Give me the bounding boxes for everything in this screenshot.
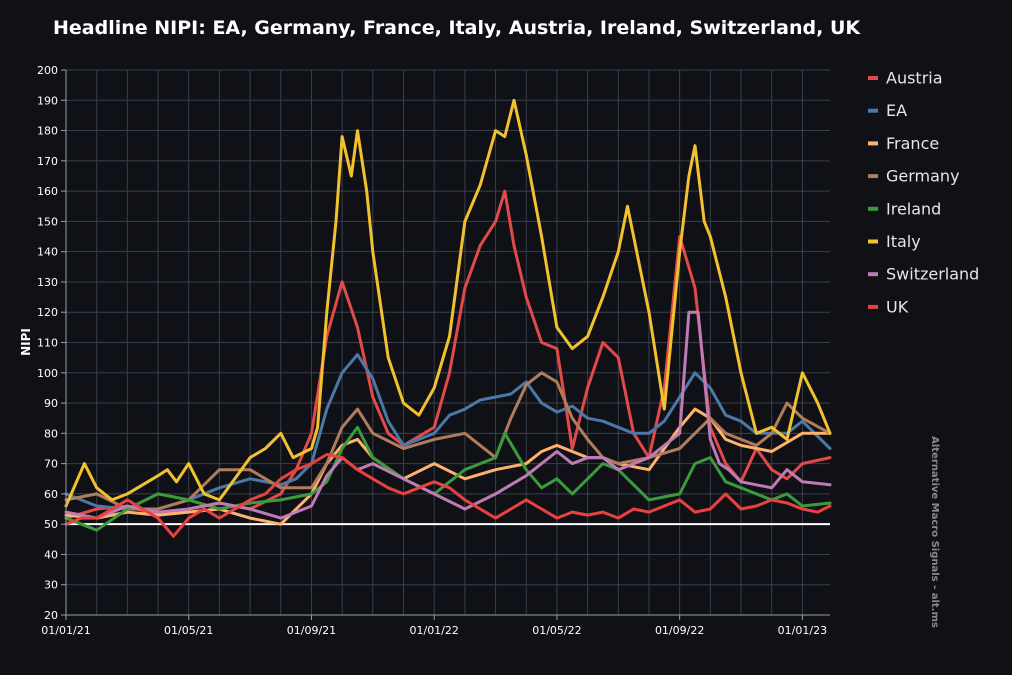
legend-label-germany: Germany — [886, 167, 960, 186]
y-tick-label-60: 60 — [44, 488, 58, 501]
x-tick-label-20: 01/09/22 — [655, 624, 704, 637]
y-tick-label-20: 20 — [44, 609, 58, 622]
legend-label-italy: Italy — [886, 232, 921, 251]
legend-label-ea: EA — [886, 101, 907, 120]
x-tick-label-8: 01/09/21 — [287, 624, 336, 637]
x-tick-label-0: 01/01/21 — [41, 624, 90, 637]
y-tick-label-140: 140 — [37, 246, 58, 259]
legend-label-france: France — [886, 134, 939, 153]
legend-label-switzerland: Switzerland — [886, 265, 979, 284]
y-tick-label-110: 110 — [37, 337, 58, 350]
series-line-uk — [64, 453, 832, 538]
y-tick-labels: 20 30 40 50 60 70 80 90 100 110 120 130 140 150 160 170… — [37, 64, 66, 622]
y-tick-label-200: 200 — [37, 64, 58, 77]
y-axis-label: NIPI — [19, 328, 33, 356]
y-tick-label-170: 170 — [37, 155, 58, 168]
series-line-france — [64, 407, 832, 526]
y-tick-label-50: 50 — [44, 518, 58, 531]
y-tick-label-80: 80 — [44, 427, 58, 440]
y-tick-label-120: 120 — [37, 306, 58, 319]
series-line-germany — [64, 371, 832, 511]
series-line-switzerland — [64, 310, 832, 520]
y-tick-label-40: 40 — [44, 548, 58, 561]
y-tick-label-130: 130 — [37, 276, 58, 289]
y-tick-label-150: 150 — [37, 215, 58, 228]
legend-label-uk: UK — [886, 297, 909, 316]
series-lines — [64, 98, 832, 538]
x-tick-label-12: 01/01/22 — [409, 624, 458, 637]
legend: Austria EA France Germany Ireland Italy Switze… — [868, 69, 979, 316]
y-tick-label-180: 180 — [37, 125, 58, 138]
y-tick-label-100: 100 — [37, 367, 58, 380]
chart-title: Headline NIPI: EA, Germany, France, Ital… — [53, 17, 861, 39]
series-line-italy — [64, 98, 832, 508]
x-tick-labels: 01/01/21 01/05/21 01/09/21 01/01/22 01/05/22… — [41, 615, 827, 637]
legend-label-ireland: Ireland — [886, 199, 941, 218]
x-tick-label-16: 01/05/22 — [532, 624, 581, 637]
watermark: Alternative Macro Signals - alt.ms — [929, 436, 940, 628]
x-tick-label-4: 01/05/21 — [164, 624, 213, 637]
y-tick-label-70: 70 — [44, 458, 58, 471]
legend-label-austria: Austria — [886, 69, 943, 88]
y-tick-label-90: 90 — [44, 397, 58, 410]
y-tick-label-160: 160 — [37, 185, 58, 198]
y-tick-label-30: 30 — [44, 579, 58, 592]
y-tick-label-190: 190 — [37, 94, 58, 107]
x-tick-label-24: 01/01/23 — [778, 624, 827, 637]
